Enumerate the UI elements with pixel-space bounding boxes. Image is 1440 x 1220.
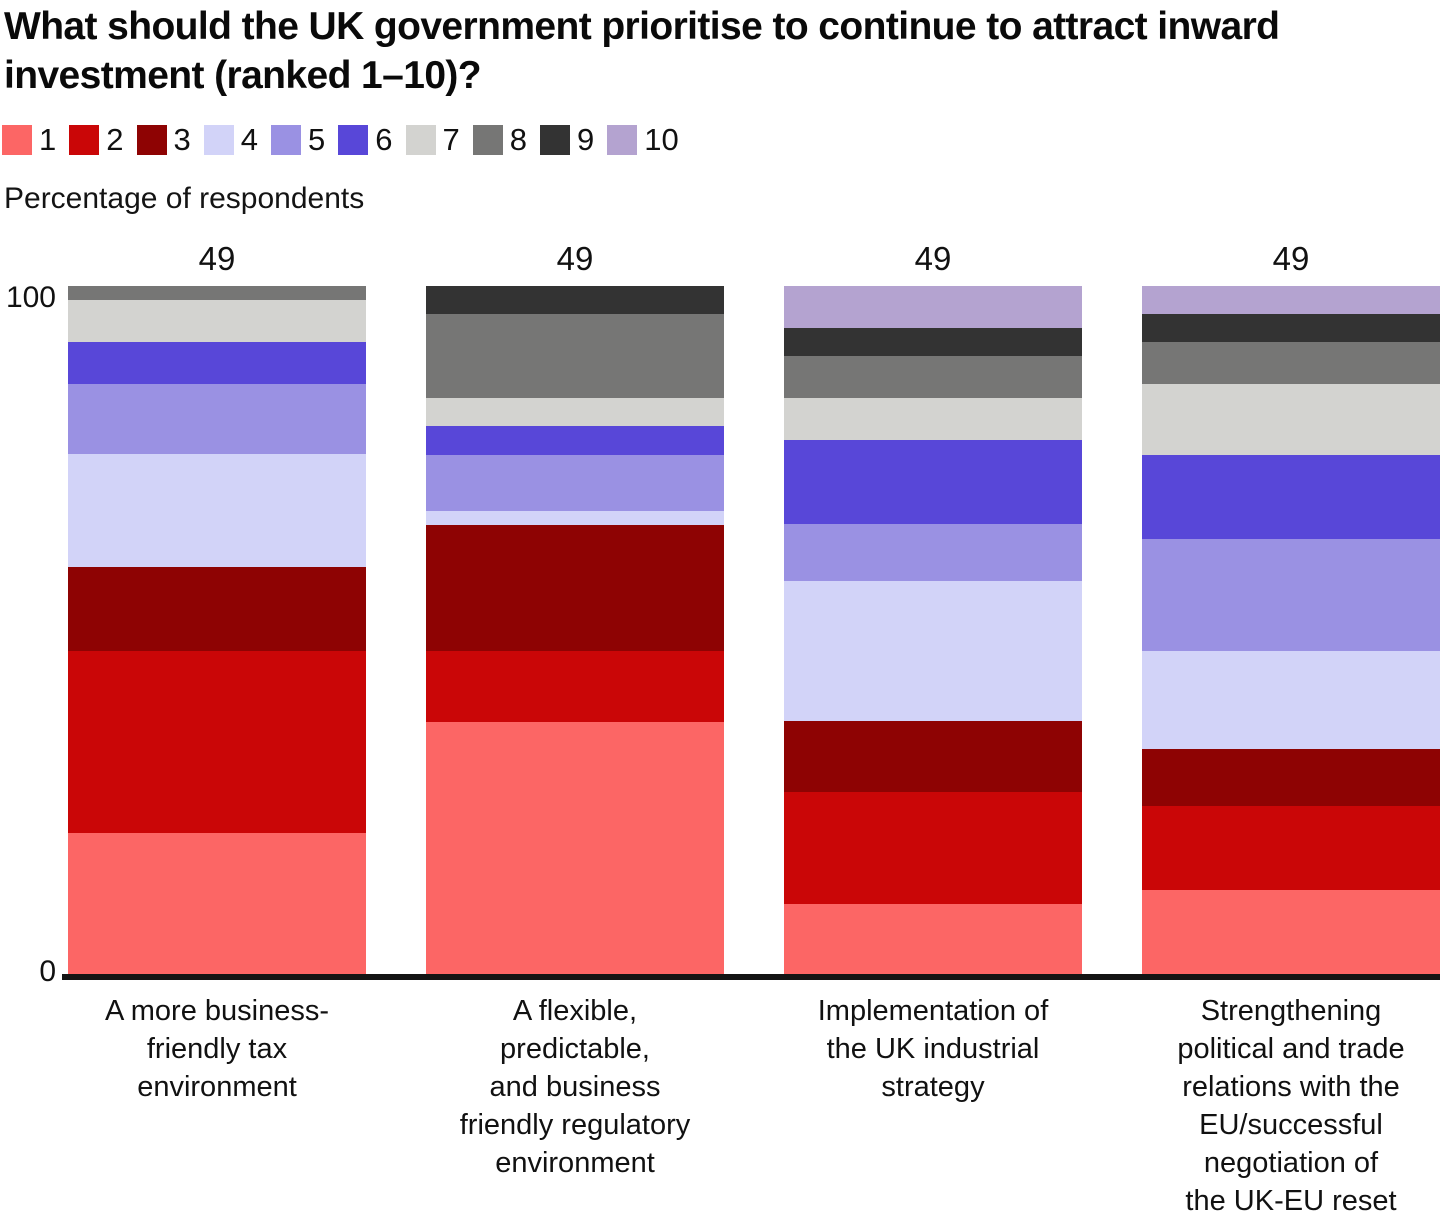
bar4-segment-rank7 (1142, 384, 1440, 455)
bar4-segment-rank10 (1142, 286, 1440, 315)
bar1-segment-rank4 (68, 454, 366, 567)
bar1-segment-rank3 (68, 566, 366, 651)
bar2-segment-rank9 (426, 286, 724, 315)
legend-swatch-1 (2, 125, 32, 155)
legend-label: 1 (39, 122, 57, 157)
bar-total-2: 49 (556, 240, 594, 277)
legend-item-4: 4 (203, 122, 258, 158)
legend-label: 8 (509, 122, 527, 157)
x-axis-line (62, 974, 1440, 980)
bar-total-4: 49 (1272, 240, 1310, 277)
y-axis-tick-100: 100 (5, 281, 56, 314)
category-label-4: Strengthening political and trade relati… (1177, 995, 1405, 1217)
bar1-segment-rank7 (68, 299, 366, 342)
bar4-segment-rank3 (1142, 749, 1440, 806)
bar-4 (1142, 286, 1440, 974)
legend-swatch-8 (472, 125, 503, 155)
bar3-segment-rank5 (784, 524, 1082, 581)
legend-label: 10 (644, 122, 679, 157)
bar1-segment-rank5 (68, 383, 366, 455)
bar3-segment-rank3 (784, 721, 1082, 792)
bar3-segment-rank10 (784, 286, 1082, 329)
legend-item-7: 7 (405, 122, 460, 158)
legend-label: 5 (308, 122, 326, 157)
y-axis-tick-0: 0 (39, 955, 56, 988)
bar3-segment-rank9 (784, 328, 1082, 357)
bar3-segment-rank6 (784, 440, 1082, 525)
legend-item-10: 10 (607, 122, 679, 158)
bar4-segment-rank8 (1142, 342, 1440, 385)
y-axis-title: Percentage of respondents (4, 182, 365, 215)
bar4-segment-rank5 (1142, 538, 1440, 651)
bar-3 (784, 286, 1082, 975)
bar4-segment-rank6 (1142, 454, 1440, 539)
bar2-segment-rank4 (426, 510, 724, 525)
bar3-segment-rank4 (784, 580, 1082, 722)
category-label-2: A flexible, predictable, and business fr… (459, 995, 691, 1179)
bar-2 (426, 286, 724, 974)
legend-label: 6 (375, 122, 393, 157)
legend-swatch-6 (338, 125, 369, 155)
bar3-segment-rank8 (784, 356, 1082, 399)
legend-swatch-10 (607, 125, 638, 155)
bar1-segment-rank1 (68, 833, 366, 974)
legend-item-3: 3 (136, 122, 191, 158)
legend-item-2: 2 (69, 122, 124, 158)
bar2-segment-rank3 (426, 524, 724, 652)
legend-item-5: 5 (271, 122, 325, 158)
bar4-segment-rank4 (1142, 651, 1440, 750)
legend-swatch-9 (540, 125, 570, 155)
category-label-1: A more business- friendly tax environmen… (104, 995, 330, 1103)
legend-item-8: 8 (472, 122, 527, 158)
bar3-segment-rank1 (784, 903, 1082, 975)
legend-swatch-7 (405, 125, 436, 155)
legend-swatch-5 (271, 125, 301, 155)
bar-1 (68, 286, 366, 974)
legend: 1 2 3 4 5 6 7 8 9 10 (2, 122, 679, 158)
category-label-3: Implementation of the UK industrial stra… (817, 995, 1049, 1103)
legend-label: 9 (577, 122, 595, 157)
bar4-segment-rank1 (1142, 889, 1440, 974)
bar2-segment-rank1 (426, 721, 724, 974)
chart-title: What should the UK government prioritise… (4, 5, 1280, 97)
bar2-segment-rank6 (426, 426, 724, 455)
bar2-segment-rank5 (426, 454, 724, 511)
bar1-segment-rank2 (68, 650, 366, 834)
bar3-segment-rank2 (784, 791, 1082, 904)
bar2-segment-rank2 (426, 651, 724, 722)
legend-item-9: 9 (540, 122, 594, 158)
legend-swatch-2 (69, 125, 100, 155)
bar4-segment-rank2 (1142, 805, 1440, 890)
bar2-segment-rank7 (426, 398, 724, 427)
bar4-segment-rank9 (1142, 314, 1440, 343)
bar-total-1: 49 (198, 240, 236, 277)
bar2-segment-rank8 (426, 314, 724, 399)
legend-label: 4 (240, 122, 258, 157)
bar3-segment-rank7 (784, 398, 1082, 441)
bar1-segment-rank8 (68, 286, 366, 300)
legend-item-1: 1 (2, 122, 56, 158)
legend-label: 2 (106, 122, 124, 157)
legend-label: 7 (442, 122, 460, 157)
legend-swatch-4 (203, 125, 234, 155)
bar1-segment-rank6 (68, 341, 366, 384)
legend-item-6: 6 (338, 122, 393, 158)
legend-label: 3 (173, 122, 191, 157)
legend-swatch-3 (136, 125, 167, 155)
bars-container (68, 286, 1440, 975)
bar-total-3: 49 (914, 240, 952, 277)
